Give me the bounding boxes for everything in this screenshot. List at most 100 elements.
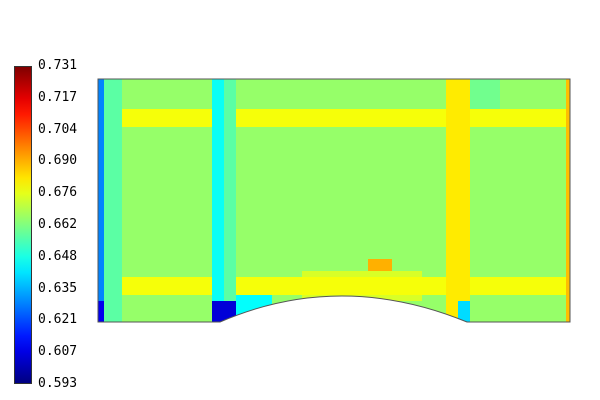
field-cell bbox=[218, 277, 225, 284]
field-cell bbox=[548, 199, 555, 206]
field-cell bbox=[548, 163, 555, 170]
field-cell bbox=[224, 283, 231, 290]
field-cell bbox=[104, 211, 111, 218]
field-cell bbox=[314, 169, 321, 176]
field-cell bbox=[560, 319, 567, 322]
field-cell bbox=[314, 283, 321, 290]
field-cell bbox=[278, 211, 285, 218]
field-cell bbox=[230, 229, 237, 236]
field-cell bbox=[266, 175, 273, 182]
field-cell bbox=[200, 307, 207, 314]
field-cell bbox=[182, 223, 189, 230]
field-cell bbox=[104, 97, 111, 104]
field-cell bbox=[566, 205, 570, 212]
field-cell bbox=[122, 199, 129, 206]
field-cell bbox=[494, 223, 501, 230]
field-cell bbox=[488, 169, 495, 176]
field-cell bbox=[134, 115, 141, 122]
field-cell bbox=[326, 259, 333, 266]
field-cell bbox=[104, 235, 111, 242]
field-cell bbox=[404, 187, 411, 194]
field-cell bbox=[380, 313, 387, 320]
field-cell bbox=[194, 115, 201, 122]
field-cell bbox=[350, 223, 357, 230]
field-cell bbox=[500, 187, 507, 194]
field-cell bbox=[356, 211, 363, 218]
field-cell bbox=[446, 157, 453, 164]
field-cell bbox=[224, 127, 231, 134]
field-cell bbox=[362, 253, 369, 260]
field-cell bbox=[302, 253, 309, 260]
field-cell bbox=[524, 205, 531, 212]
field-cell bbox=[506, 217, 513, 224]
field-cell bbox=[302, 139, 309, 146]
field-cell bbox=[326, 301, 333, 308]
field-cell bbox=[512, 301, 519, 308]
field-cell bbox=[182, 265, 189, 272]
field-cell bbox=[542, 85, 549, 92]
field-cell bbox=[368, 139, 375, 146]
field-cell bbox=[146, 265, 153, 272]
field-cell bbox=[104, 115, 111, 122]
field-cell bbox=[392, 157, 399, 164]
field-cell bbox=[404, 217, 411, 224]
field-cell bbox=[452, 157, 459, 164]
field-cell bbox=[152, 157, 159, 164]
field-cell bbox=[434, 145, 441, 152]
field-cell bbox=[242, 163, 249, 170]
field-cell bbox=[284, 289, 291, 296]
field-cell bbox=[164, 289, 171, 296]
field-cell bbox=[380, 175, 387, 182]
field-cell bbox=[218, 169, 225, 176]
field-cell bbox=[302, 187, 309, 194]
field-cell bbox=[380, 205, 387, 212]
field-cell bbox=[110, 199, 117, 206]
field-cell bbox=[380, 199, 387, 206]
field-cell bbox=[116, 301, 123, 308]
field-cell bbox=[512, 199, 519, 206]
field-cell bbox=[110, 109, 117, 116]
field-cell bbox=[494, 103, 501, 110]
field-cell bbox=[308, 307, 315, 314]
field-cell bbox=[446, 277, 453, 284]
field-cell bbox=[464, 277, 471, 284]
field-cell bbox=[518, 319, 525, 322]
field-cell bbox=[506, 85, 513, 92]
field-cell bbox=[188, 127, 195, 134]
field-cell bbox=[374, 205, 381, 212]
field-cell bbox=[254, 79, 261, 86]
field-cell bbox=[242, 79, 249, 86]
field-cell bbox=[536, 211, 543, 218]
field-cell bbox=[500, 211, 507, 218]
field-cell bbox=[392, 253, 399, 260]
field-cell bbox=[530, 277, 537, 284]
field-cell bbox=[248, 157, 255, 164]
field-cell bbox=[566, 229, 570, 236]
field-cell bbox=[140, 211, 147, 218]
field-cell bbox=[380, 181, 387, 188]
field-cell bbox=[110, 127, 117, 134]
field-cell bbox=[566, 271, 570, 278]
field-cell bbox=[500, 145, 507, 152]
field-cell bbox=[104, 169, 111, 176]
field-cell bbox=[518, 235, 525, 242]
field-cell bbox=[362, 295, 369, 302]
field-cell bbox=[326, 163, 333, 170]
field-cell bbox=[398, 79, 405, 86]
field-cell bbox=[134, 109, 141, 116]
field-cell bbox=[422, 121, 429, 128]
field-cell bbox=[440, 319, 447, 322]
field-cell bbox=[392, 259, 399, 266]
field-cell bbox=[122, 205, 129, 212]
field-cell bbox=[212, 151, 219, 158]
field-cell bbox=[416, 247, 423, 254]
field-cell bbox=[320, 283, 327, 290]
field-cell bbox=[440, 91, 447, 98]
field-cell bbox=[530, 163, 537, 170]
field-cell bbox=[488, 157, 495, 164]
field-cell bbox=[164, 103, 171, 110]
field-cell bbox=[518, 187, 525, 194]
field-cell bbox=[542, 175, 549, 182]
field-cell bbox=[200, 277, 207, 284]
field-cell bbox=[530, 319, 537, 322]
